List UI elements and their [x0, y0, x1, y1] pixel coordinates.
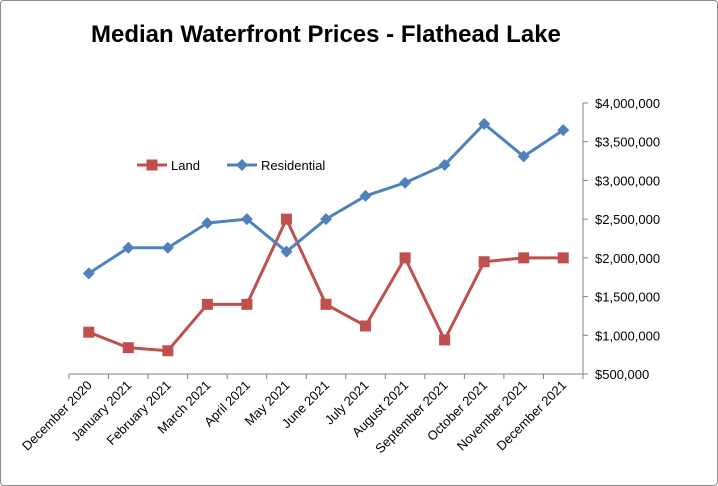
x-tick-label: November 2021: [454, 378, 530, 454]
chart-frame: Median Waterfront Prices - Flathead Lake…: [0, 0, 718, 486]
data-point-land: [400, 252, 411, 263]
data-point-land: [123, 342, 134, 353]
y-tick-label: $2,000,000: [595, 251, 660, 266]
data-point-land: [321, 299, 332, 310]
y-tick-label: $2,500,000: [595, 212, 660, 227]
data-point-land: [439, 334, 450, 345]
x-tick-label: December 2021: [493, 378, 569, 454]
data-point-land: [281, 214, 292, 225]
data-point-land: [360, 320, 371, 331]
chart-axes: $4,000,000 $3,500,000 $3,000,000 $2,500,000…: [19, 96, 660, 456]
series-line-residential: [89, 124, 563, 273]
y-tick-label: $1,500,000: [595, 290, 660, 305]
data-point-land: [162, 345, 173, 356]
x-tick-label: December 2020: [19, 378, 95, 454]
chart-series: [83, 118, 569, 356]
y-tick-label: $3,500,000: [595, 135, 660, 150]
data-point-land: [241, 299, 252, 310]
y-tick-label: $3,000,000: [595, 173, 660, 188]
x-tick-label: September 2021: [372, 378, 451, 457]
line-chart: $4,000,000 $3,500,000 $3,000,000 $2,500,000…: [1, 1, 717, 485]
legend-marker-residential: [236, 159, 248, 171]
data-point-land: [202, 299, 213, 310]
legend-label-residential: Residential: [261, 158, 325, 173]
y-tick-label: $1,000,000: [595, 328, 660, 343]
y-tick-label: $500,000: [595, 367, 649, 382]
legend-label-land: Land: [171, 158, 200, 173]
data-point-land: [479, 256, 490, 267]
data-point-land: [83, 327, 94, 338]
legend-marker-land: [147, 160, 158, 171]
data-point-land: [518, 252, 529, 263]
data-point-residential: [399, 177, 411, 189]
data-point-land: [558, 252, 569, 263]
y-tick-label: $4,000,000: [595, 96, 660, 111]
chart-legend: Land Residential: [137, 158, 325, 173]
series-line-land: [89, 219, 563, 351]
